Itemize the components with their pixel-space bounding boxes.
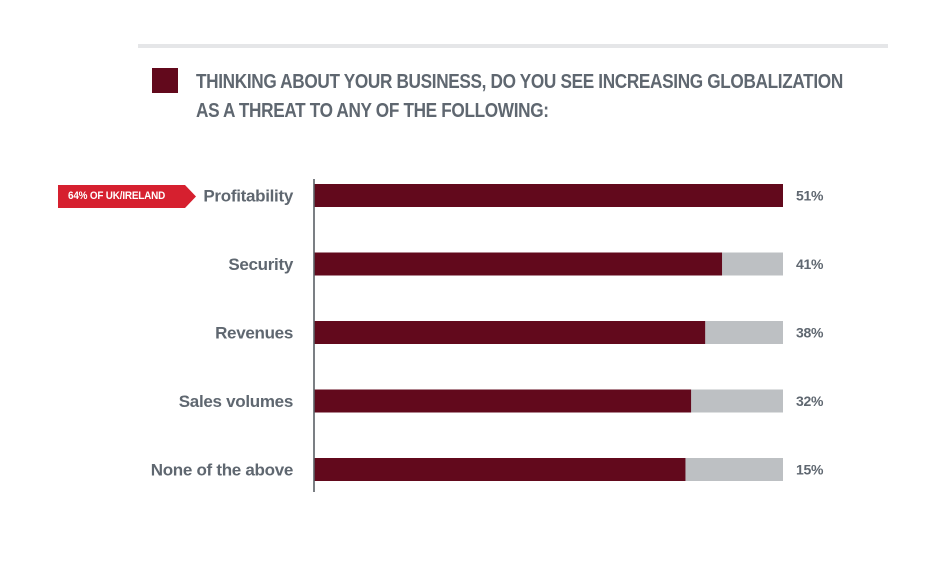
value-label: 41% bbox=[796, 256, 824, 272]
value-label: 51% bbox=[796, 188, 824, 204]
callout-arrow-shape bbox=[58, 185, 196, 208]
callout-arrow-fill bbox=[58, 185, 196, 208]
top-divider bbox=[138, 44, 888, 48]
category-label: Sales volumes bbox=[179, 392, 293, 411]
category-label: None of the above bbox=[151, 461, 293, 480]
category-label: Revenues bbox=[215, 324, 293, 343]
value-label: 15% bbox=[796, 462, 824, 478]
bar bbox=[314, 458, 686, 481]
category-label: Profitability bbox=[203, 187, 293, 206]
value-label: 32% bbox=[796, 393, 824, 409]
category-label: Security bbox=[228, 255, 294, 274]
bar bbox=[314, 389, 692, 413]
uk-ireland-callout: 64% OF UK/IRELAND bbox=[58, 185, 196, 208]
bar bbox=[314, 184, 783, 207]
bar bbox=[314, 252, 723, 276]
chart-title-line-1: THINKING ABOUT YOUR BUSINESS, DO YOU SEE… bbox=[196, 71, 843, 93]
callout-label: 64% OF UK/IRELAND bbox=[68, 190, 166, 202]
bar bbox=[314, 321, 706, 344]
value-label: 38% bbox=[796, 325, 824, 341]
chart-title: THINKING ABOUT YOUR BUSINESS, DO YOU SEE… bbox=[196, 68, 843, 126]
title-marker-fill bbox=[152, 68, 178, 93]
chart-title-line-2: AS A THREAT TO ANY OF THE FOLLOWING: bbox=[196, 100, 549, 122]
title-marker-square bbox=[152, 68, 178, 93]
